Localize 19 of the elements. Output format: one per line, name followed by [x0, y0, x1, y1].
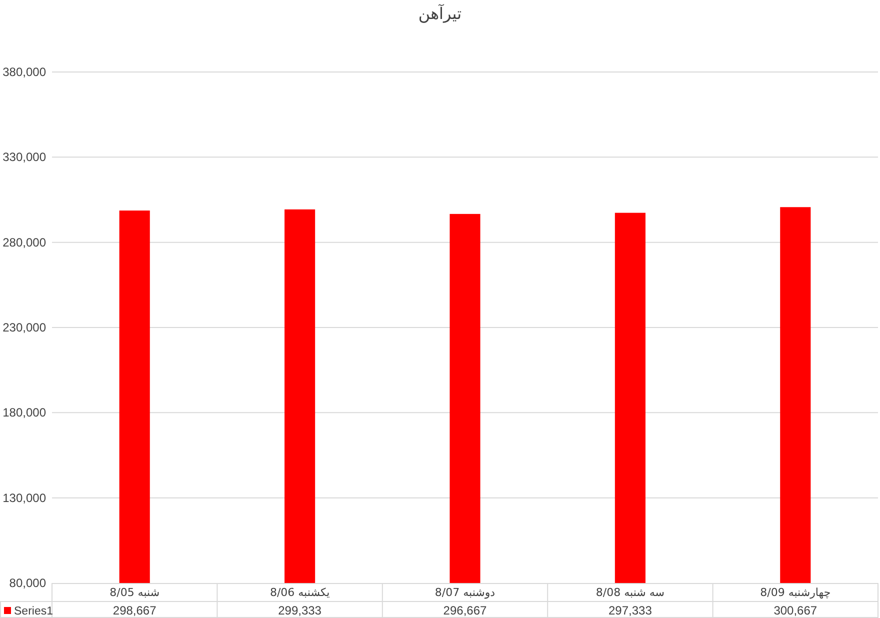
y-tick-label: 280,000	[2, 235, 46, 250]
data-label: 296,667	[443, 604, 488, 618]
data-label: 300,667	[774, 604, 818, 618]
x-tick-label: یکشنبه 8/06	[270, 586, 330, 599]
data-label: 297,333	[608, 604, 652, 618]
legend-label: Series1	[14, 606, 53, 618]
y-tick-label: 330,000	[2, 150, 46, 164]
data-label: 298,667	[112, 604, 157, 618]
x-tick-label: شنبه 8/05	[110, 586, 160, 599]
x-tick-label: چهارشنبه 8/09	[760, 586, 831, 599]
y-tick-label: 230,000	[2, 320, 46, 334]
chart-title: تیرآهن	[418, 3, 462, 23]
y-tick-label: 130,000	[2, 490, 46, 505]
y-tick-label: 180,000	[2, 406, 46, 420]
x-tick-label: سه شنبه 8/08	[596, 586, 664, 599]
data-label: 299,333	[278, 604, 322, 618]
x-tick-label: دوشنبه 8/07	[434, 586, 496, 599]
y-tick-label: 80,000	[9, 576, 46, 590]
y-tick-label: 380,000	[2, 65, 46, 79]
